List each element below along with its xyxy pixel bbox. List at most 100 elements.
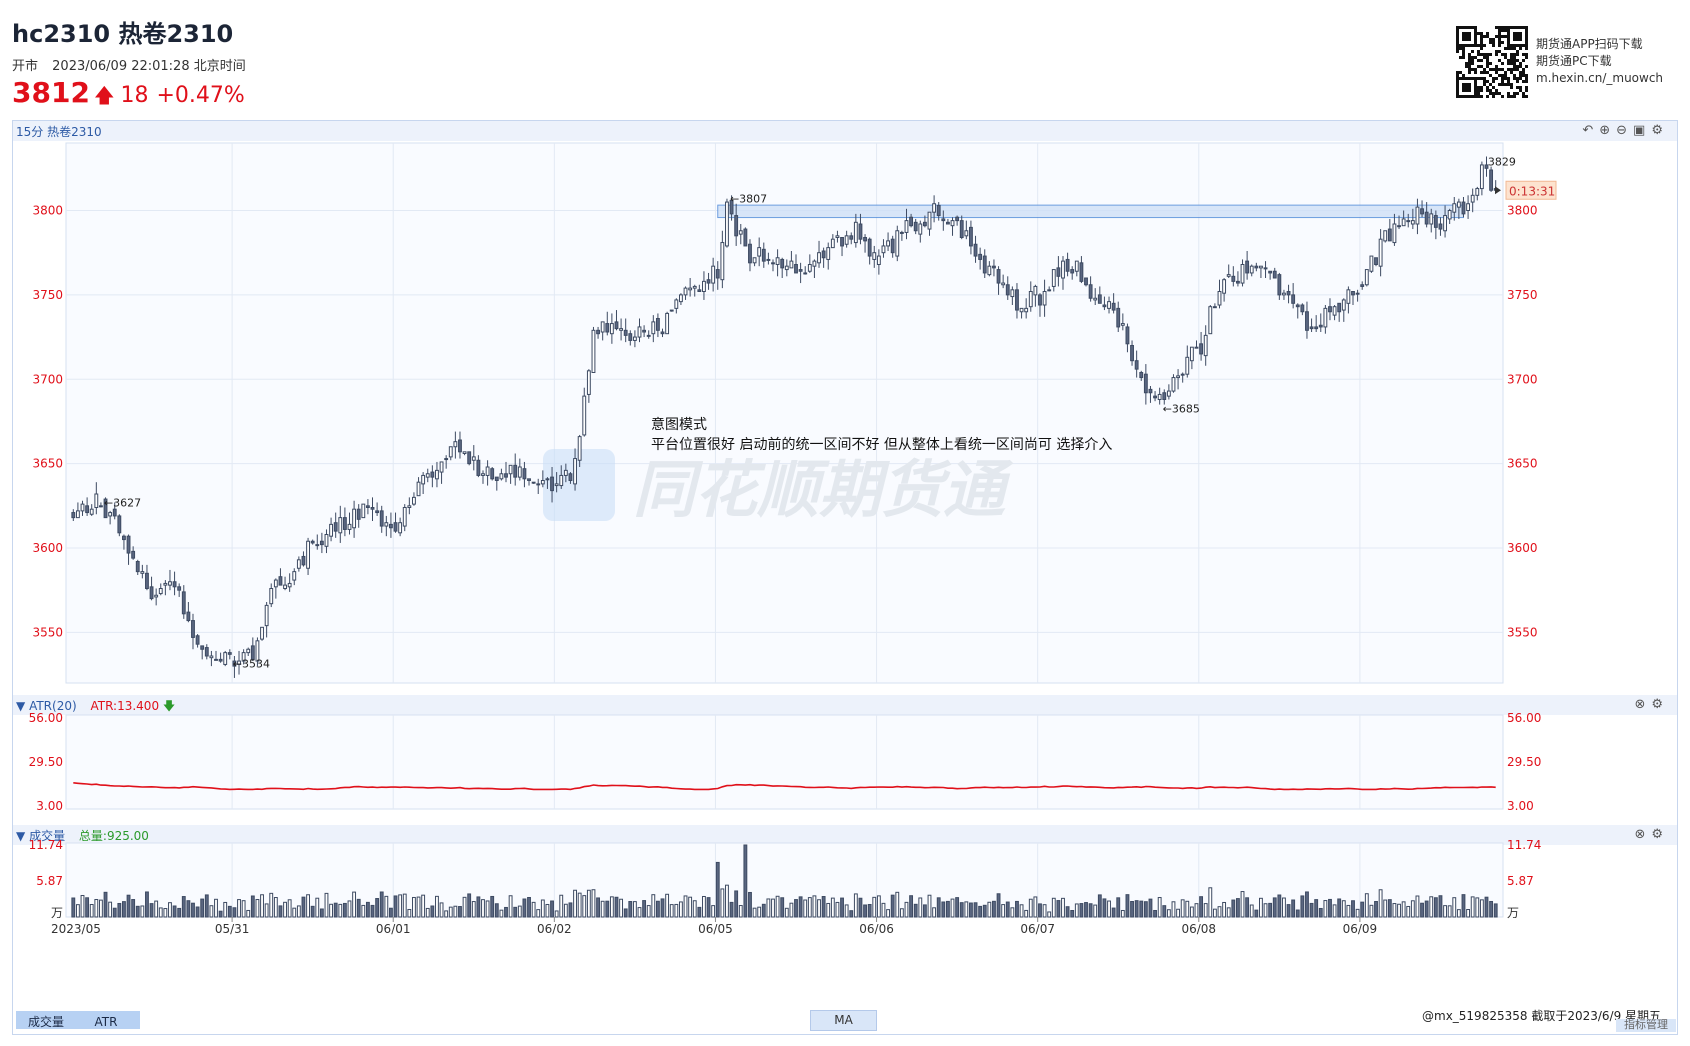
qr-module (1507, 26, 1510, 29)
volume-bar (1295, 909, 1300, 918)
volume-bar (1005, 901, 1010, 918)
tab-volume[interactable]: 成交量 (27, 1015, 64, 1029)
chart-frame[interactable]: 15分 热卷2310 ↶⊕⊖▣⚙ ▼ ATR(20) ATR:13.400 🡇 … (12, 120, 1678, 1035)
volume-bar (559, 894, 564, 918)
qr-module (1477, 92, 1480, 95)
settings-icon[interactable]: ⚙ (1651, 123, 1669, 138)
collapse-icon[interactable]: ▼ (16, 829, 26, 843)
settings-icon[interactable]: ⚙ (1651, 827, 1669, 842)
volume-bar (1120, 909, 1125, 918)
candle-down (697, 289, 702, 292)
date-label: 06/08 (1181, 922, 1216, 936)
candle-down (840, 237, 844, 247)
volume-bar (1475, 897, 1480, 918)
volume-bar (563, 903, 568, 918)
volume-bar (287, 899, 292, 918)
candle-up (632, 336, 637, 341)
qr-module (1525, 29, 1528, 32)
qr-module (1486, 32, 1489, 35)
qr-module (1498, 26, 1501, 29)
qr-module (1462, 44, 1465, 47)
qr-module (1495, 92, 1498, 95)
candle-up (140, 571, 145, 574)
candle-down (504, 473, 508, 478)
candle-down (195, 635, 200, 645)
volume-bar (950, 898, 955, 918)
volume-bar (1456, 909, 1461, 918)
qr-module (1459, 56, 1462, 59)
qr-module (1465, 77, 1468, 80)
qr-module (1477, 59, 1480, 62)
volume-bar (1410, 900, 1415, 918)
volume-bar (982, 904, 987, 918)
candle-up (384, 522, 389, 527)
qr-module (1465, 32, 1468, 35)
close-icon[interactable]: ⊗ (1634, 827, 1652, 842)
candle-down (550, 476, 554, 492)
volume-bar (1461, 894, 1466, 918)
volume-bar (876, 895, 881, 918)
candle-up (108, 512, 113, 517)
volume-bar (398, 894, 403, 918)
candle-up (679, 294, 683, 303)
qr-module (1465, 89, 1468, 92)
qr-module (1468, 71, 1471, 74)
candle-down (1153, 395, 1157, 399)
candle-up (241, 652, 246, 662)
zoom-out-icon[interactable]: ⊖ (1616, 123, 1634, 138)
volume-bar (448, 906, 453, 918)
volume-bar (1134, 900, 1139, 918)
tab-atr[interactable]: ATR (94, 1015, 118, 1029)
candle-down (513, 464, 518, 478)
volume-bar (550, 900, 554, 918)
candle-up (536, 483, 541, 486)
qr-module (1513, 35, 1516, 38)
candle-up (352, 508, 357, 529)
volume-bar (1038, 903, 1042, 918)
qr-module (1525, 41, 1528, 44)
collapse-icon[interactable]: ▼ (16, 699, 26, 713)
date-label: 06/06 (859, 922, 894, 936)
candle-down (342, 517, 347, 530)
candle-down (863, 237, 867, 242)
volume-bar (679, 901, 683, 918)
qr-module (1486, 53, 1489, 56)
volume-bar (1249, 904, 1254, 918)
volume-bar (361, 904, 366, 918)
candle-down (356, 508, 361, 520)
qr-module (1486, 71, 1489, 74)
candle-up (260, 626, 264, 640)
chart-canvas[interactable]: 同花顺期货通 3800 3800 3750 3750 3700 3700 3650 3650 3… (13, 121, 1677, 1034)
close-icon[interactable]: ⊗ (1634, 697, 1652, 712)
volume-bar (780, 897, 785, 918)
volume-bar (388, 907, 393, 918)
qr-module (1480, 59, 1483, 62)
qr-module (1486, 62, 1489, 65)
candle-down (1139, 372, 1144, 379)
qr-module (1501, 41, 1504, 44)
volume-bar (186, 900, 191, 918)
volume-bar (766, 898, 771, 918)
platform-zone (717, 204, 1464, 219)
candle-up (439, 461, 444, 473)
volume-bar (71, 897, 76, 918)
ma-button[interactable]: MA (810, 1010, 877, 1031)
candle-up (577, 436, 582, 461)
candle-down (522, 468, 527, 480)
volume-bar (812, 895, 817, 918)
indicator-manage-button[interactable]: 指标管理 (1616, 1019, 1676, 1032)
volume-bar (628, 901, 633, 918)
settings-icon[interactable]: ⚙ (1651, 697, 1669, 712)
undo-icon[interactable]: ↶ (1582, 123, 1600, 138)
zoom-in-icon[interactable]: ⊕ (1599, 123, 1617, 138)
price-line: 3812 🡅 18 +0.47% (12, 76, 253, 115)
download-url[interactable]: m.hexin.cn/_muowch (1536, 71, 1664, 85)
volume-bar (1346, 904, 1351, 918)
candle-down (490, 468, 495, 480)
qr-module (1510, 44, 1513, 47)
screenshot-icon[interactable]: ▣ (1633, 123, 1652, 138)
volume-bar (237, 899, 241, 918)
qr-module (1507, 77, 1510, 80)
qr-module (1459, 77, 1462, 80)
volume-bar (356, 898, 361, 918)
